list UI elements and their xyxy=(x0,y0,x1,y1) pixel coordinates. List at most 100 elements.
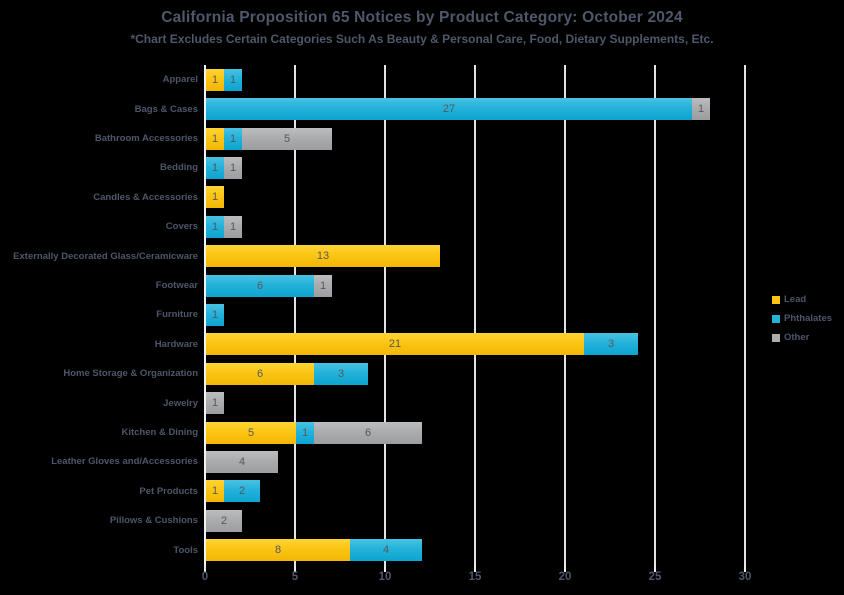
bar-value-label: 3 xyxy=(607,338,615,351)
x-tick-mark xyxy=(474,565,476,572)
bar-segment-other: 1 xyxy=(224,215,242,238)
bar-value-label: 1 xyxy=(211,485,219,498)
category-label: Hardware xyxy=(154,338,198,350)
category-label: Home Storage & Organization xyxy=(63,368,198,380)
gridline xyxy=(654,65,656,565)
bar-row: 5 1 6 xyxy=(206,418,806,447)
bar-segment-other: 1 xyxy=(314,274,332,297)
category-label: Footwear xyxy=(155,280,198,292)
bar-value-label: 4 xyxy=(238,455,246,468)
category-label: Tools xyxy=(173,544,198,556)
bar-row: 1 xyxy=(206,388,806,417)
bar-segment-phthalates: 3 xyxy=(584,333,638,356)
x-tick-label: 5 xyxy=(291,571,299,583)
bar-value-label: 2 xyxy=(220,514,228,527)
x-tick-mark xyxy=(744,565,746,572)
category-label: Kitchen & Dining xyxy=(121,427,198,439)
bar-value-label: 1 xyxy=(229,73,237,86)
bar-value-label: 1 xyxy=(229,220,237,233)
gridline xyxy=(384,65,386,565)
bar-value-label: 6 xyxy=(364,426,372,439)
bar-segment-lead: 1 xyxy=(206,186,224,209)
bar-value-label: 1 xyxy=(229,132,237,145)
bar-value-label: 1 xyxy=(211,220,219,233)
bar-segment-lead: 21 xyxy=(206,333,584,356)
bar-segment-lead: 6 xyxy=(206,362,314,385)
x-tick-mark xyxy=(294,565,296,572)
chart-subtitle: *Chart Excludes Certain Categories Such … xyxy=(130,32,714,46)
bar-value-label: 1 xyxy=(301,426,309,439)
bar-value-label: 4 xyxy=(382,544,390,557)
chart-title: California Proposition 65 Notices by Pro… xyxy=(161,9,683,26)
bar-segment-other: 6 xyxy=(314,421,422,444)
x-tick-mark xyxy=(564,565,566,572)
bar-value-label: 1 xyxy=(211,73,219,86)
bar-segment-other: 1 xyxy=(224,156,242,179)
category-label: Candles & Accessories xyxy=(93,191,198,203)
x-tick-mark xyxy=(204,565,206,572)
bar-value-label: 27 xyxy=(442,103,456,116)
category-label: Bags & Cases xyxy=(134,103,198,115)
category-label: Pillows & Cushions xyxy=(109,515,198,527)
legend-swatch-phthalates xyxy=(772,314,780,323)
bar-value-label: 5 xyxy=(247,426,255,439)
legend-item-other: Other xyxy=(772,332,832,343)
bar-segment-other: 5 xyxy=(242,127,332,150)
legend-swatch-lead xyxy=(772,295,780,304)
category-label: Bathroom Accessories xyxy=(94,133,198,145)
bar-value-label: 1 xyxy=(319,279,327,292)
x-tick-mark xyxy=(654,565,656,572)
x-tick-label: 25 xyxy=(648,571,662,583)
bar-row: 1 xyxy=(206,183,806,212)
bar-segment-lead: 5 xyxy=(206,421,296,444)
bar-value-label: 5 xyxy=(283,132,291,145)
bar-value-label: 1 xyxy=(211,191,219,204)
bar-segment-lead: 1 xyxy=(206,127,224,150)
bar-value-label: 1 xyxy=(211,397,219,410)
bar-segment-phthalates: 4 xyxy=(350,539,422,562)
category-label: Externally Decorated Glass/Ceramicware xyxy=(13,250,198,262)
x-tick-label: 30 xyxy=(738,571,752,583)
x-tick-mark xyxy=(384,565,386,572)
gridline xyxy=(474,65,476,565)
bar-segment-phthalates: 1 xyxy=(206,156,224,179)
bar-segment-lead: 1 xyxy=(206,68,224,91)
bar-value-label: 1 xyxy=(211,132,219,145)
bar-segment-phthalates: 1 xyxy=(206,215,224,238)
bar-segment-phthalates: 1 xyxy=(296,421,314,444)
bar-value-label: 8 xyxy=(274,544,282,557)
bar-row: 21 3 xyxy=(206,330,806,359)
bar-value-label: 1 xyxy=(229,161,237,174)
bar-value-label: 6 xyxy=(256,279,264,292)
bar-row: 4 xyxy=(206,447,806,476)
category-label: Furniture xyxy=(156,309,198,321)
bar-segment-phthalates: 3 xyxy=(314,362,368,385)
category-label: Apparel xyxy=(162,74,198,86)
legend-label: Lead xyxy=(784,294,807,305)
legend-swatch-other xyxy=(772,333,780,342)
bar-segment-phthalates: 6 xyxy=(206,274,314,297)
gridline xyxy=(564,65,566,565)
bar-segment-phthalates: 1 xyxy=(224,68,242,91)
category-label: Leather Gloves and/Accessories xyxy=(51,456,198,468)
category-label: Pet Products xyxy=(139,485,198,497)
x-tick-label: 20 xyxy=(558,571,572,583)
bar-segment-phthalates: 1 xyxy=(206,303,224,326)
x-tick-label: 10 xyxy=(378,571,392,583)
legend-label: Phthalates xyxy=(784,313,833,324)
bar-value-label: 3 xyxy=(337,367,345,380)
bar-segment-phthalates: 2 xyxy=(224,480,260,503)
bar-value-label: 6 xyxy=(256,367,264,380)
category-label: Bedding xyxy=(160,162,198,174)
bar-segment-phthalates: 1 xyxy=(224,127,242,150)
bar-row: 1 xyxy=(206,300,806,329)
bar-segment-lead: 8 xyxy=(206,539,350,562)
